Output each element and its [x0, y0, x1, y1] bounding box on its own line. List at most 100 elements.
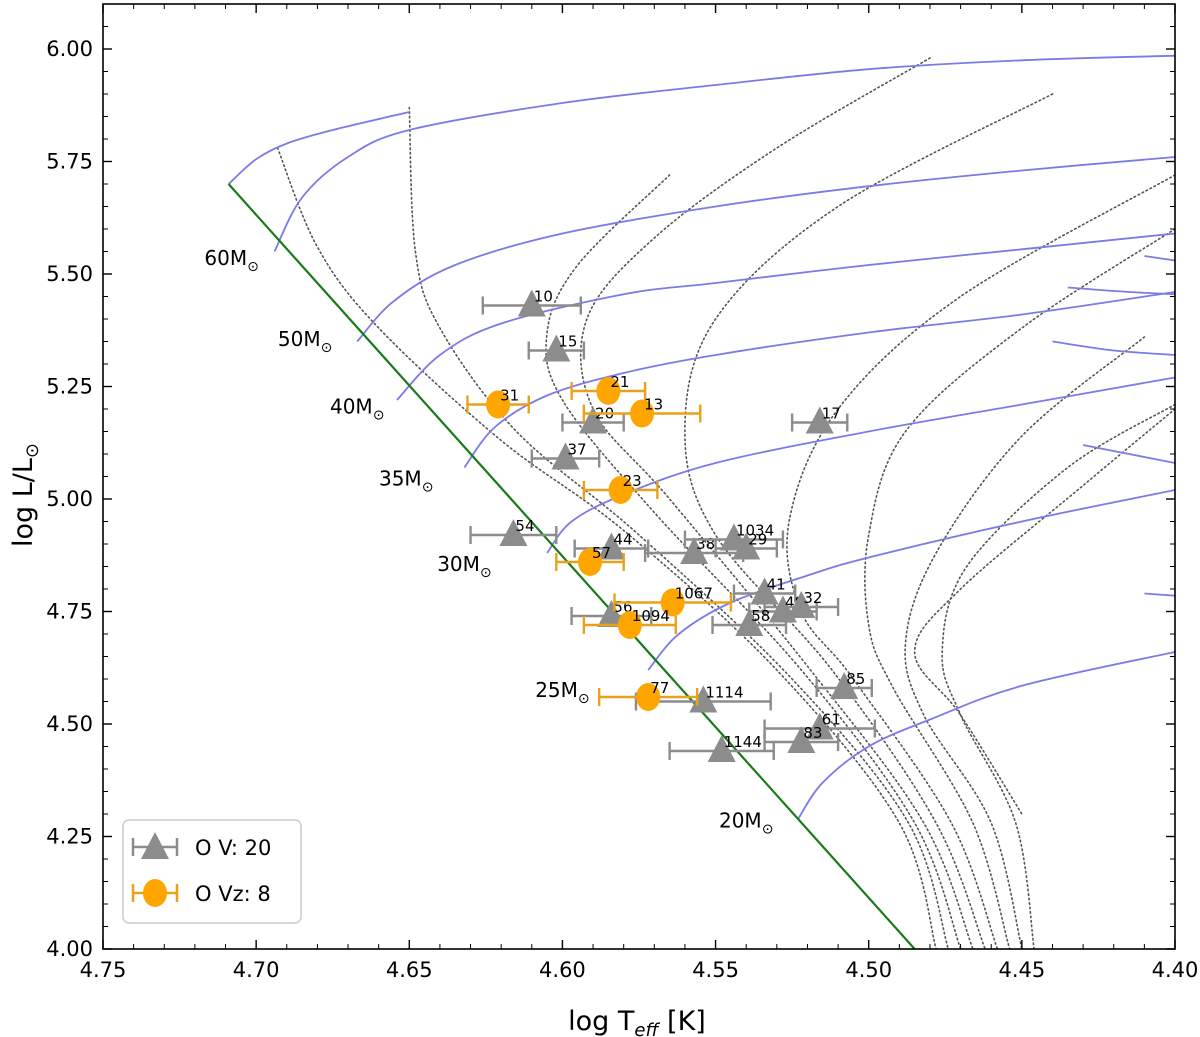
- ov-star-1144: 1144: [668, 733, 775, 762]
- circle-marker: [636, 683, 661, 711]
- y-axis-title: log L/L⊙: [8, 443, 43, 547]
- track-20-msun: [797, 651, 1175, 820]
- star-label: 41: [767, 576, 786, 594]
- x-tick-label: 4.50: [845, 958, 892, 982]
- ovz-star-31: 31: [466, 387, 530, 419]
- ov-star-20: 20: [561, 405, 625, 434]
- legend: O V: 20 O Vz: 8: [122, 819, 302, 924]
- triangle-marker: [499, 519, 528, 546]
- triangle-marker: [551, 442, 580, 470]
- circle-marker: [486, 390, 511, 419]
- x-axis-title-unit: [K]: [658, 1006, 705, 1037]
- triangle-marker: [750, 577, 779, 605]
- x-tick-label: 4.65: [386, 958, 433, 982]
- ov-star-85: 85: [815, 670, 873, 699]
- ov-star-29: 29: [714, 531, 779, 560]
- y-tick-label: 4.75: [46, 600, 93, 624]
- triangle-marker: [597, 532, 626, 560]
- y-tick-label: 4.25: [46, 825, 93, 849]
- ov-star-83: 83: [763, 724, 840, 753]
- star-label: 13: [644, 396, 663, 414]
- circle-marker: [630, 399, 655, 428]
- legend-ov-label: O V: 20: [195, 836, 271, 860]
- star-label: 83: [803, 724, 822, 742]
- star-label: 1114: [705, 684, 743, 702]
- star-label: 57: [592, 544, 611, 562]
- x-tick-label: 4.60: [539, 958, 586, 982]
- ov-star-44: 44: [573, 531, 650, 560]
- x-axis-title: log Teff [K]: [568, 1006, 706, 1037]
- track-fragment-5: [1144, 592, 1175, 597]
- y-tick-label: 5.25: [46, 375, 93, 399]
- circle-marker: [577, 548, 602, 576]
- triangle-marker: [542, 334, 571, 362]
- triangle-marker: [830, 672, 859, 699]
- star-label: 23: [623, 472, 642, 490]
- circle-marker: [660, 588, 685, 617]
- ov-star-41: 41: [732, 576, 797, 605]
- triangle-marker: [732, 532, 761, 560]
- x-tick-label: 4.45: [998, 958, 1045, 982]
- star-label: 1144: [724, 733, 762, 751]
- x-axis-title-sub: eff: [634, 1020, 660, 1037]
- ov-star-15: 15: [527, 333, 586, 362]
- star-label: 10: [534, 288, 553, 306]
- track-60b-msun: [227, 111, 410, 185]
- track-fragment-3: [1052, 340, 1175, 356]
- isochrone-6: [786, 174, 1175, 949]
- triangle-marker: [787, 591, 816, 618]
- track-label-30: 30M⊙: [437, 552, 491, 581]
- evolutionary-track-group: 60M⊙ 50M⊙ 40M⊙ 35M⊙ 30M⊙ 25M⊙ 20M⊙: [204, 54, 1175, 838]
- track-30-msun: [546, 376, 1175, 554]
- x-tick-label: 4.70: [233, 958, 280, 982]
- ovz-star-23: 23: [582, 472, 659, 504]
- ovz-star-1094: 1094: [582, 607, 677, 639]
- y-tick-label: 4.00: [46, 937, 93, 961]
- track-fragment-4: [1082, 444, 1175, 464]
- star-label: 54: [515, 517, 534, 535]
- track-label-20: 20M⊙: [719, 809, 773, 838]
- ovz-star-77: 77: [597, 679, 699, 711]
- isochrone-9: [941, 403, 1175, 949]
- star-label: 58: [751, 607, 770, 625]
- triangle-marker: [707, 735, 736, 762]
- track-60-msun: [273, 54, 1175, 252]
- isochrone-10: [913, 408, 1175, 815]
- star-label: 21: [610, 373, 629, 391]
- track-label-40: 40M⊙: [330, 395, 384, 424]
- legend-ovz-marker: [131, 879, 179, 907]
- track-35-msun: [463, 291, 1175, 469]
- track-label-35: 35M⊙: [379, 467, 433, 496]
- ov-star-17: 17: [790, 405, 849, 434]
- track-50-msun: [356, 156, 1175, 343]
- legend-ov-marker: [131, 832, 179, 859]
- isochrone-3: [545, 174, 962, 949]
- circle-marker: [617, 611, 642, 639]
- y-tick-label: 4.50: [46, 712, 93, 736]
- star-label: 85: [846, 670, 865, 688]
- triangle-marker: [735, 609, 764, 636]
- ovz-star-21: 21: [570, 373, 647, 405]
- ov-star-37: 37: [530, 441, 601, 470]
- ov-star-58: 58: [711, 607, 788, 636]
- y-tick-label: 5.50: [46, 262, 93, 286]
- y-tick-label: 5.00: [46, 487, 93, 511]
- star-label: 15: [558, 333, 577, 351]
- circle-marker: [608, 476, 633, 504]
- track-fragment-2: [1067, 286, 1175, 296]
- star-label: 44: [613, 531, 632, 549]
- x-tick-label: 4.55: [692, 958, 739, 982]
- track-40-msun: [396, 232, 1175, 401]
- isochrone-4: [579, 57, 974, 949]
- track-fragment-1: [1144, 255, 1175, 262]
- ovz-star-1067: 1067: [613, 585, 733, 617]
- triangle-marker: [805, 712, 834, 740]
- triangle-marker: [517, 289, 546, 317]
- track-label-50: 50M⊙: [278, 327, 332, 356]
- triangle-marker: [680, 537, 709, 564]
- ov-star-10: 10: [481, 288, 583, 317]
- triangle-marker: [787, 726, 816, 753]
- ov-star-61: 61: [763, 711, 877, 740]
